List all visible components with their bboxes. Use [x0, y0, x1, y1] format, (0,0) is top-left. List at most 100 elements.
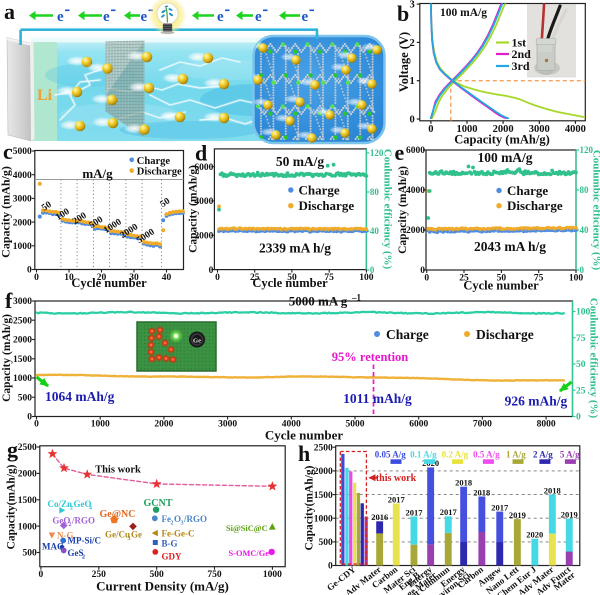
svg-text:Cycle number: Cycle number — [463, 279, 539, 293]
svg-text:5000 mA g: 5000 mA g — [289, 294, 348, 309]
svg-text:2018: 2018 — [473, 487, 490, 497]
svg-text:2: 2 — [82, 555, 85, 561]
svg-text:0: 0 — [424, 274, 429, 284]
svg-text:2018: 2018 — [455, 478, 472, 488]
svg-text:Charge: Charge — [507, 183, 548, 198]
svg-text:GCNT: GCNT — [144, 498, 173, 509]
svg-text:500: 500 — [18, 393, 33, 403]
svg-text:2016: 2016 — [371, 512, 388, 522]
svg-text:Charge: Charge — [299, 183, 340, 198]
svg-text:0: 0 — [428, 124, 433, 135]
svg-text:0.5 A/g: 0.5 A/g — [473, 450, 500, 460]
svg-text:2: 2 — [410, 38, 415, 49]
svg-text:3: 3 — [181, 521, 184, 527]
svg-text:2500: 2500 — [13, 316, 32, 326]
svg-text:Discharge: Discharge — [476, 327, 534, 342]
svg-text:1000: 1000 — [13, 374, 32, 384]
svg-text:0: 0 — [410, 115, 415, 126]
svg-text:50: 50 — [576, 360, 586, 370]
svg-text:1 A/g: 1 A/g — [506, 450, 526, 460]
svg-text:2000: 2000 — [18, 470, 37, 480]
svg-text:0.1 A/g: 0.1 A/g — [410, 450, 437, 460]
svg-text:Cycle number: Cycle number — [71, 276, 147, 290]
svg-text:1000: 1000 — [91, 420, 110, 430]
svg-text:Capacity (mAh/g): Capacity (mAh/g) — [188, 165, 200, 253]
svg-text:50: 50 — [287, 273, 297, 283]
svg-text:3: 3 — [410, 0, 415, 11]
svg-text:2000: 2000 — [314, 467, 333, 477]
svg-text:50: 50 — [159, 196, 173, 210]
svg-text:3000: 3000 — [13, 195, 32, 205]
svg-text:B-G: B-G — [162, 538, 178, 548]
svg-text:50: 50 — [497, 274, 507, 284]
svg-text:GDY: GDY — [162, 552, 183, 562]
svg-text:Discharge: Discharge — [507, 198, 563, 213]
svg-text:0: 0 — [580, 265, 585, 275]
svg-text:1st: 1st — [512, 36, 527, 50]
svg-text:GeS: GeS — [68, 548, 84, 558]
svg-text:0: 0 — [576, 413, 581, 423]
svg-text:100 mA/g: 100 mA/g — [440, 7, 487, 19]
svg-text:0: 0 — [27, 413, 32, 423]
svg-text:f: f — [5, 288, 13, 313]
svg-text:7000: 7000 — [473, 420, 492, 430]
svg-text:Cycle number: Cycle number — [265, 428, 344, 443]
svg-text:0: 0 — [209, 266, 214, 276]
svg-text:Coulumbic efficiency (%): Coulumbic efficiency (%) — [591, 150, 600, 271]
svg-text:2500: 2500 — [314, 443, 333, 453]
svg-text:40: 40 — [162, 273, 172, 283]
svg-text:25: 25 — [250, 273, 260, 283]
svg-text:75: 75 — [576, 334, 586, 344]
svg-text:750: 750 — [207, 570, 222, 580]
svg-text:4000: 4000 — [194, 197, 213, 207]
svg-text:2 A/g: 2 A/g — [533, 450, 553, 460]
svg-text:2000: 2000 — [194, 231, 213, 241]
svg-text:2339 mA h/g: 2339 mA h/g — [259, 241, 331, 256]
svg-text:500: 500 — [318, 538, 333, 548]
svg-text:this work: this work — [376, 473, 417, 484]
svg-text:d: d — [195, 141, 207, 166]
svg-text:2017: 2017 — [440, 507, 458, 517]
svg-text:e: e — [103, 9, 110, 25]
svg-text:Capacity (mAh/g): Capacity (mAh/g) — [454, 133, 549, 147]
svg-text:e: e — [302, 9, 309, 25]
svg-text:0: 0 — [34, 420, 39, 430]
svg-text:120: 120 — [580, 145, 594, 155]
svg-text:2nd: 2nd — [512, 47, 532, 61]
svg-text:2: 2 — [69, 522, 72, 528]
svg-text:Ge: Ge — [131, 529, 142, 539]
svg-text:2: 2 — [70, 506, 73, 512]
svg-text:100 mA/g: 100 mA/g — [477, 150, 532, 165]
svg-text:3: 3 — [128, 536, 131, 542]
svg-text:0: 0 — [420, 266, 425, 276]
svg-text:5 A/g: 5 A/g — [560, 450, 580, 460]
svg-text:Fe-Ge-C: Fe-Ge-C — [162, 529, 195, 539]
svg-text:Ge@NC: Ge@NC — [100, 509, 136, 520]
svg-text:40: 40 — [370, 226, 380, 236]
svg-text:75: 75 — [534, 274, 544, 284]
svg-text:0: 0 — [328, 562, 333, 572]
svg-text:80: 80 — [370, 187, 380, 197]
svg-text:2017: 2017 — [388, 494, 406, 504]
svg-text:4000: 4000 — [565, 124, 586, 135]
svg-text:Current Density (mA/g): Current Density (mA/g) — [96, 579, 229, 594]
svg-text:e: e — [255, 9, 262, 25]
svg-text:25: 25 — [459, 274, 469, 284]
svg-text:Si@SiC@C: Si@SiC@C — [226, 524, 268, 533]
svg-text:2043 mA h/g: 2043 mA h/g — [474, 239, 546, 254]
svg-text:25: 25 — [576, 386, 586, 396]
svg-text:2020: 2020 — [526, 530, 543, 540]
svg-text:5000: 5000 — [346, 420, 365, 430]
svg-text:0: 0 — [370, 265, 375, 275]
svg-text:2000: 2000 — [13, 218, 32, 228]
svg-text:1000: 1000 — [18, 522, 37, 532]
svg-text:h: h — [298, 441, 310, 466]
svg-text:Co/Zn: Co/Zn — [48, 499, 73, 509]
svg-text:e: e — [395, 140, 405, 165]
svg-text:0: 0 — [27, 266, 32, 276]
svg-text:5000: 5000 — [13, 147, 32, 157]
svg-text:75: 75 — [324, 273, 334, 283]
svg-text:Ge: Ge — [193, 338, 201, 345]
svg-text:/RGO: /RGO — [183, 514, 207, 524]
svg-text:Cycle number: Cycle number — [252, 276, 328, 290]
